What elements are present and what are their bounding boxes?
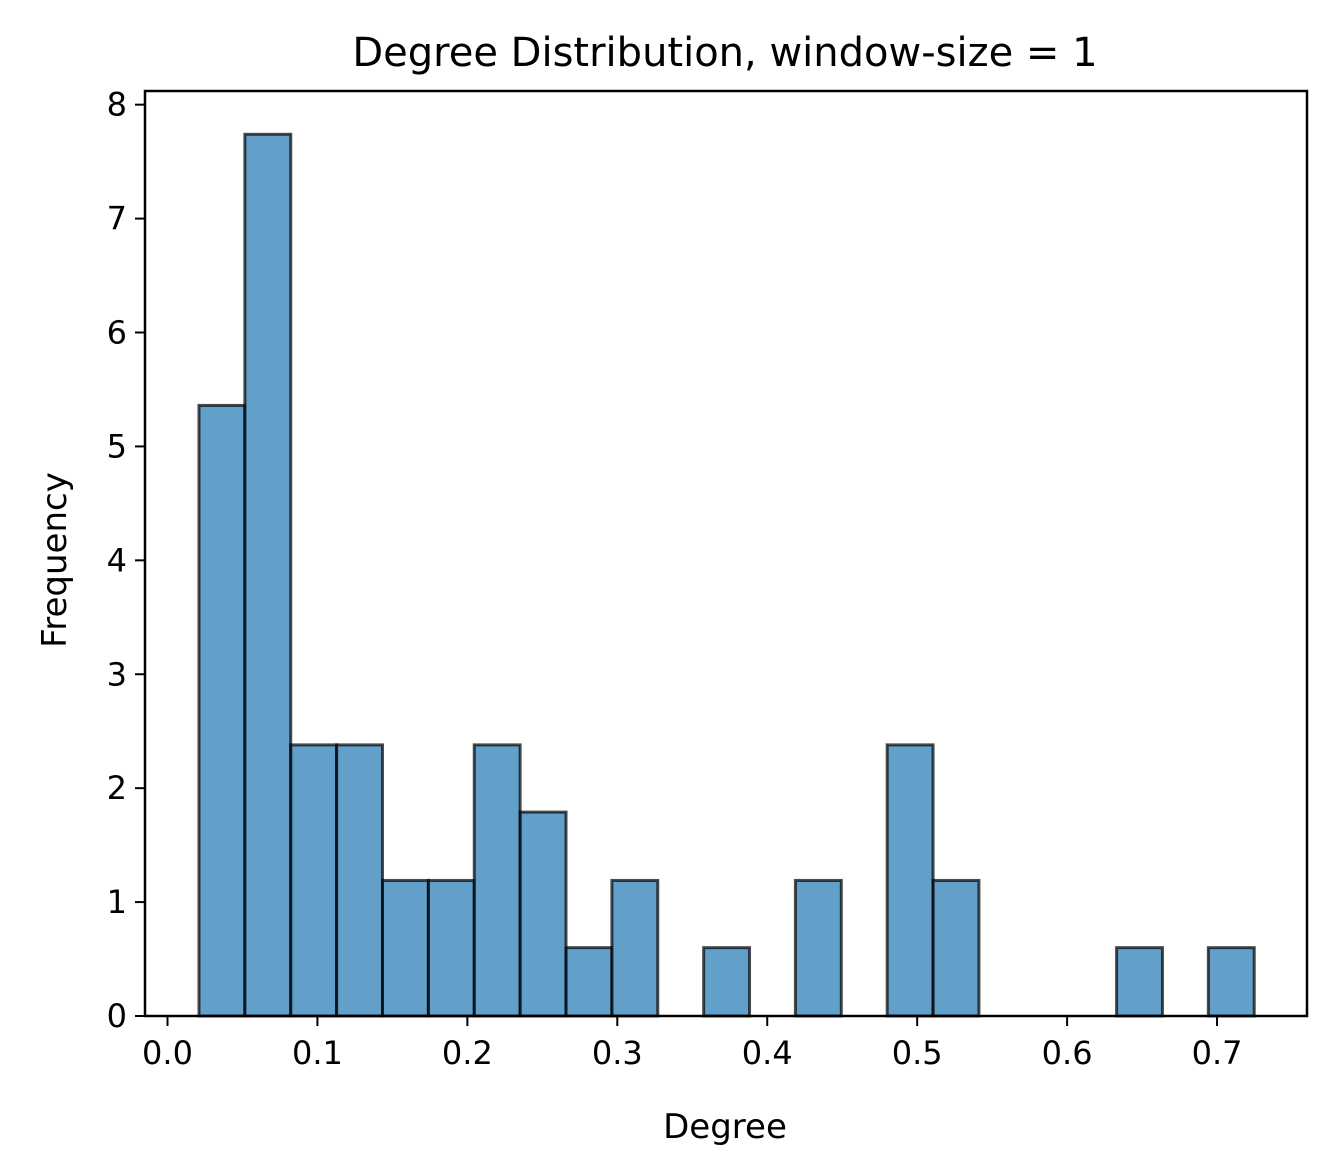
y-tick-label: 1	[107, 883, 127, 921]
y-tick-label: 8	[107, 86, 127, 124]
y-tick-label: 5	[107, 427, 127, 465]
y-tick-label: 3	[107, 655, 127, 693]
histogram-bar	[243, 132, 293, 1018]
histogram-bar	[793, 878, 843, 1018]
y-axis-ticks: 0 1 2 3 4 5 6 7 8	[107, 86, 145, 1035]
histogram-bar	[931, 878, 981, 1018]
x-tick-label: 0.0	[142, 1034, 193, 1072]
y-tick-label: 4	[107, 541, 127, 579]
x-tick-label: 0.4	[742, 1034, 793, 1072]
histogram-bar	[335, 743, 384, 1018]
histogram-bar	[472, 743, 522, 1018]
y-tick-label: 7	[107, 200, 127, 238]
histogram-bar	[610, 878, 660, 1018]
x-tick-label: 0.5	[892, 1034, 943, 1072]
x-tick-label: 0.1	[292, 1034, 343, 1072]
x-tick-label: 0.6	[1042, 1034, 1093, 1072]
histogram-bar	[702, 946, 752, 1018]
x-axis-label: Degree	[663, 1107, 787, 1147]
histogram-bar	[564, 946, 614, 1018]
y-tick-label: 6	[107, 314, 127, 352]
bars-group	[197, 132, 1256, 1018]
plot-frame	[143, 89, 1309, 1018]
x-axis-ticks: 0.0 0.1 0.2 0.3 0.4 0.5 0.6 0.7	[142, 1016, 1242, 1072]
y-tick-label: 2	[107, 769, 127, 807]
y-tick-label: 0	[107, 997, 127, 1035]
histogram-bar	[1115, 946, 1164, 1018]
histogram-bar	[518, 810, 568, 1018]
histogram-bar	[197, 403, 247, 1018]
histogram-bar	[289, 743, 339, 1018]
chart-title: Degree Distribution, window-size = 1	[352, 30, 1097, 76]
histogram-bar	[885, 743, 935, 1018]
histogram-bar	[380, 878, 430, 1018]
x-tick-label: 0.2	[442, 1034, 493, 1072]
x-tick-label: 0.3	[592, 1034, 643, 1072]
y-axis-label: Frequency	[35, 472, 75, 648]
histogram-bar	[426, 878, 476, 1018]
x-tick-label: 0.7	[1192, 1034, 1243, 1072]
histogram-bar	[1206, 946, 1256, 1018]
